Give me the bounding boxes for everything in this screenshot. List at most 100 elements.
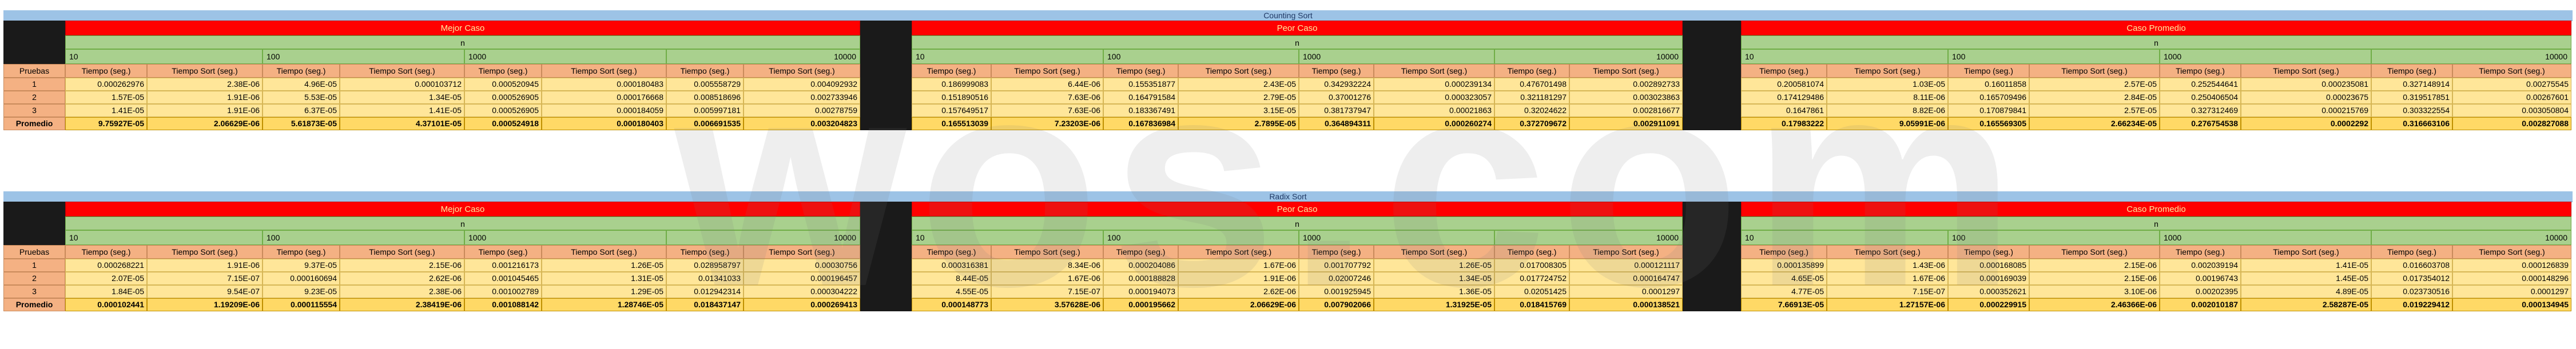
size-cell[interactable]: 100 (263, 230, 464, 245)
size-cell[interactable]: 100 (1948, 230, 2160, 245)
column-header[interactable]: Tiempo (seg.) (1494, 245, 1569, 259)
data-cell[interactable]: 2.84E-05 (2029, 91, 2160, 104)
data-cell[interactable]: 4.89E-05 (2241, 285, 2371, 298)
row-number[interactable]: 3 (3, 104, 65, 117)
data-cell[interactable]: 0.002892733 (1569, 78, 1683, 91)
data-cell[interactable]: 7.15E-07 (991, 285, 1103, 298)
data-cell[interactable]: 2.79E-05 (1178, 91, 1299, 104)
average-cell[interactable]: 0.000524918 (464, 117, 542, 130)
data-cell[interactable]: 1.67E-06 (991, 272, 1103, 285)
column-header[interactable]: Tiempo (seg.) (1299, 64, 1374, 78)
data-cell[interactable]: 0.02007246 (1299, 272, 1374, 285)
data-cell[interactable]: 0.000121117 (1569, 259, 1683, 272)
data-cell[interactable]: 0.37001276 (1299, 91, 1374, 104)
data-cell[interactable]: 0.000352621 (1948, 285, 2029, 298)
average-cell[interactable]: 1.27157E-06 (1827, 298, 1948, 311)
data-cell[interactable]: 0.002816677 (1569, 104, 1683, 117)
average-cell[interactable]: 9.05991E-06 (1827, 117, 1948, 130)
data-cell[interactable]: 0.000176668 (542, 91, 666, 104)
data-cell[interactable]: 0.16011858 (1948, 78, 2029, 91)
column-header[interactable]: Tiempo Sort (seg.) (1178, 64, 1299, 78)
data-cell[interactable]: 0.000168085 (1948, 259, 2029, 272)
size-cell[interactable]: 10000 (1494, 49, 1683, 64)
data-cell[interactable]: 0.002039194 (2160, 259, 2241, 272)
data-cell[interactable]: 0.003050804 (2452, 104, 2571, 117)
average-cell[interactable]: 2.38419E-06 (340, 298, 464, 311)
column-header[interactable]: Tiempo Sort (seg.) (2029, 245, 2160, 259)
data-cell[interactable]: 1.29E-05 (542, 285, 666, 298)
data-cell[interactable]: 0.327148914 (2371, 78, 2452, 91)
data-cell[interactable]: 0.00202395 (2160, 285, 2241, 298)
size-cell[interactable]: 100 (1103, 230, 1299, 245)
data-cell[interactable]: 0.000262976 (65, 78, 147, 91)
data-cell[interactable]: 4.77E-05 (1741, 285, 1827, 298)
data-cell[interactable]: 0.000148296 (2452, 272, 2571, 285)
data-cell[interactable]: 2.57E-05 (2029, 78, 2160, 91)
size-cell[interactable]: 10 (65, 49, 263, 64)
column-header[interactable]: Tiempo (seg.) (1948, 245, 2029, 259)
data-cell[interactable]: 0.000194073 (1103, 285, 1178, 298)
data-cell[interactable]: 0.00267601 (2452, 91, 2571, 104)
column-header[interactable]: Tiempo (seg.) (2371, 64, 2452, 78)
size-cell[interactable]: 1000 (464, 230, 666, 245)
data-cell[interactable]: 2.07E-05 (65, 272, 147, 285)
column-header[interactable]: Tiempo Sort (seg.) (744, 64, 860, 78)
data-cell[interactable]: 0.155351877 (1103, 78, 1178, 91)
row-number[interactable]: 3 (3, 285, 65, 298)
data-cell[interactable]: 0.00021863 (1374, 104, 1494, 117)
data-cell[interactable]: 0.017008305 (1494, 259, 1569, 272)
average-cell[interactable]: 2.06629E-06 (1178, 298, 1299, 311)
size-cell[interactable]: 10000 (1494, 230, 1683, 245)
data-cell[interactable]: 3.15E-05 (1178, 104, 1299, 117)
data-cell[interactable]: 0.012942314 (666, 285, 744, 298)
data-cell[interactable]: 0.252544641 (2160, 78, 2241, 91)
data-cell[interactable]: 0.02051425 (1494, 285, 1569, 298)
data-cell[interactable]: 0.00278759 (744, 104, 860, 117)
data-cell[interactable]: 1.26E-05 (542, 259, 666, 272)
size-cell[interactable]: 1000 (464, 49, 666, 64)
size-cell[interactable]: 10 (1741, 230, 1948, 245)
data-cell[interactable]: 2.62E-06 (340, 272, 464, 285)
row-number[interactable]: 2 (3, 272, 65, 285)
data-cell[interactable]: 6.44E-06 (991, 78, 1103, 91)
data-cell[interactable]: 0.003023863 (1569, 91, 1683, 104)
data-cell[interactable]: 7.15E-07 (147, 272, 263, 285)
column-header[interactable]: Tiempo Sort (seg.) (147, 64, 263, 78)
data-cell[interactable]: 0.000323057 (1374, 91, 1494, 104)
data-cell[interactable]: 8.11E-06 (1827, 91, 1948, 104)
column-header[interactable]: Tiempo Sort (seg.) (744, 245, 860, 259)
data-cell[interactable]: 1.67E-06 (1827, 272, 1948, 285)
average-cell[interactable]: 0.000102441 (65, 298, 147, 311)
data-cell[interactable]: 0.157649517 (912, 104, 991, 117)
average-cell[interactable]: 5.61873E-05 (263, 117, 340, 130)
size-cell[interactable]: 10 (65, 230, 263, 245)
data-cell[interactable]: 1.91E-06 (147, 104, 263, 117)
average-cell[interactable]: 2.7895E-05 (1178, 117, 1299, 130)
row-number[interactable]: 1 (3, 78, 65, 91)
size-cell[interactable]: 100 (1103, 49, 1299, 64)
data-cell[interactable]: 0.023730516 (2371, 285, 2452, 298)
data-cell[interactable]: 2.15E-06 (340, 259, 464, 272)
size-cell[interactable]: 1000 (1299, 230, 1494, 245)
column-header[interactable]: Tiempo Sort (seg.) (2241, 245, 2371, 259)
data-cell[interactable]: 4.65E-05 (1741, 272, 1827, 285)
data-cell[interactable]: 1.84E-05 (65, 285, 147, 298)
data-cell[interactable]: 8.44E-05 (912, 272, 991, 285)
average-cell[interactable]: 0.000134945 (2452, 298, 2571, 311)
column-header[interactable]: Tiempo Sort (seg.) (1374, 245, 1494, 259)
average-cell[interactable]: 0.000195662 (1103, 298, 1178, 311)
average-cell[interactable]: 0.372709672 (1494, 117, 1569, 130)
data-cell[interactable]: 0.000126839 (2452, 259, 2571, 272)
data-cell[interactable]: 0.001045465 (464, 272, 542, 285)
average-cell[interactable]: 0.007902066 (1299, 298, 1374, 311)
data-cell[interactable]: 0.00023675 (2241, 91, 2371, 104)
average-cell[interactable]: 0.000269413 (744, 298, 860, 311)
average-cell[interactable]: 2.06629E-06 (147, 117, 263, 130)
column-header[interactable]: Tiempo (seg.) (2371, 245, 2452, 259)
average-cell[interactable]: 1.19209E-06 (147, 298, 263, 311)
data-cell[interactable]: 2.62E-06 (1178, 285, 1299, 298)
data-cell[interactable]: 0.017354012 (2371, 272, 2452, 285)
data-cell[interactable]: 2.57E-05 (2029, 104, 2160, 117)
data-cell[interactable]: 4.96E-05 (263, 78, 340, 91)
column-header[interactable]: Tiempo Sort (seg.) (2241, 64, 2371, 78)
